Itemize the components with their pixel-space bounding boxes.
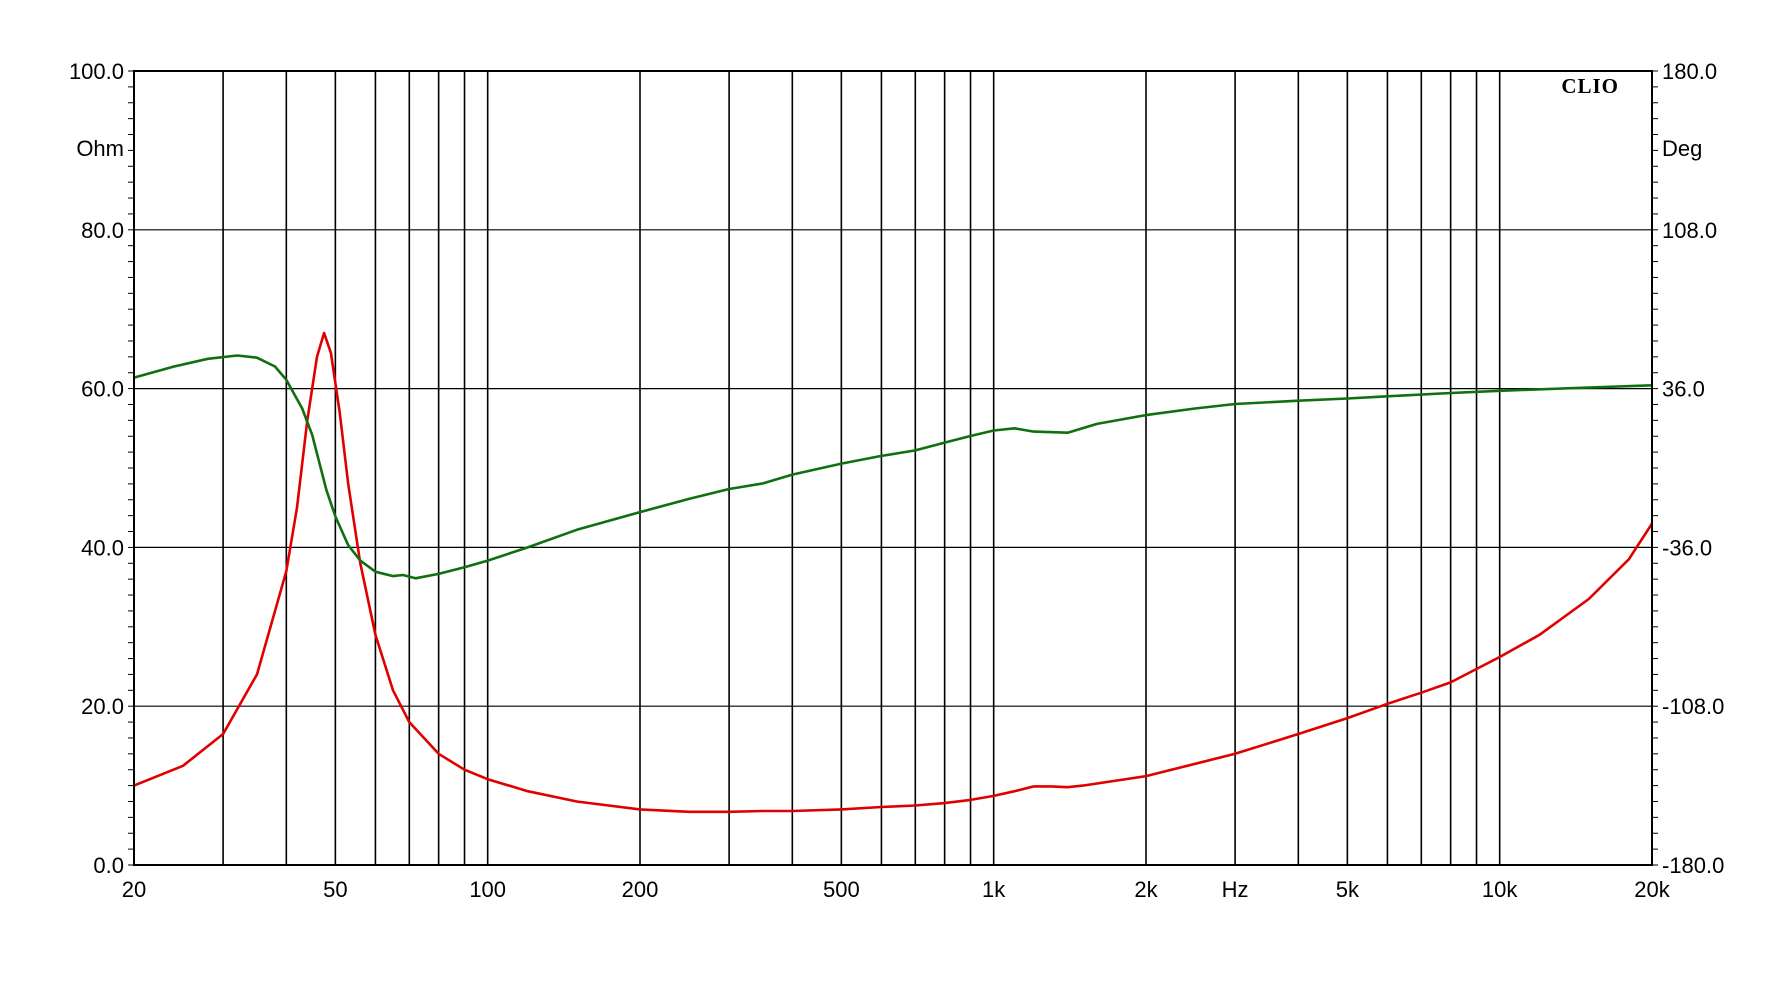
curves	[133, 331, 1654, 814]
y-right-tick-label: -36.0	[1662, 535, 1712, 560]
x-tick-label: 500	[823, 877, 860, 902]
y-right-tick-label: 36.0	[1662, 377, 1705, 402]
plot-frame	[133, 70, 1653, 866]
y-right-tick-label: -180.0	[1662, 853, 1724, 878]
x-tick-label: 20k	[1634, 877, 1670, 902]
x-tick-label: 10k	[1482, 877, 1518, 902]
x-tick-label: Hz	[1222, 877, 1249, 902]
x-tick-label: 20	[122, 877, 146, 902]
x-tick-label: 200	[622, 877, 659, 902]
y-right-tick-label: -108.0	[1662, 694, 1724, 719]
y-left-tick-label: 100.0	[69, 59, 124, 84]
x-tick-label: 2k	[1134, 877, 1158, 902]
grid	[128, 70, 1658, 866]
y-left-tick-label: 0.0	[93, 853, 124, 878]
y-left-tick-label: 60.0	[81, 377, 124, 402]
phase-curve	[133, 354, 1653, 580]
y-right-tick-label: 108.0	[1662, 218, 1717, 243]
y-right-unit-label: Deg	[1662, 136, 1702, 161]
y-left-tick-label: 40.0	[81, 535, 124, 560]
impedance-curve	[133, 331, 1654, 814]
y-left-unit-label: Ohm	[76, 136, 124, 161]
x-tick-label: 50	[323, 877, 347, 902]
tick-labels: 0.0 20.0 40.0 60.0 80.0 100.0 -180.0 -108.0 -36.…	[69, 59, 1724, 902]
x-tick-label: 100	[469, 877, 506, 902]
y-left-tick-label: 80.0	[81, 218, 124, 243]
y-left-tick-label: 20.0	[81, 694, 124, 719]
y-right-tick-label: 180.0	[1662, 59, 1717, 84]
x-tick-label: 5k	[1336, 877, 1360, 902]
x-tick-label: 1k	[982, 877, 1006, 902]
clio-logo-text: CLIO	[1561, 74, 1619, 98]
